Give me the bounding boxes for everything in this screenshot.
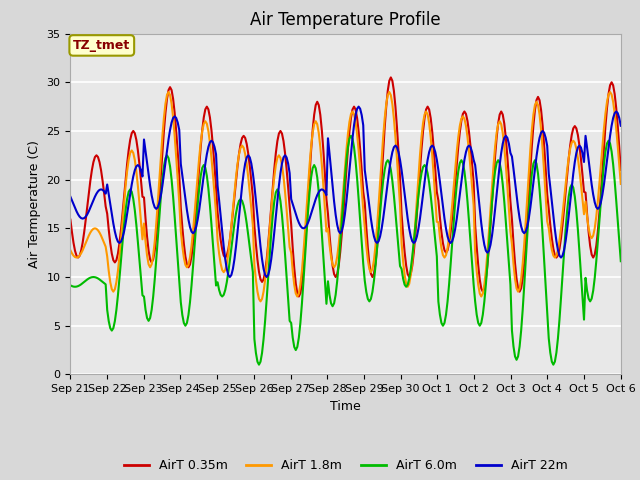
X-axis label: Time: Time — [330, 400, 361, 413]
Legend: AirT 0.35m, AirT 1.8m, AirT 6.0m, AirT 22m: AirT 0.35m, AirT 1.8m, AirT 6.0m, AirT 2… — [119, 454, 572, 477]
Y-axis label: Air Termperature (C): Air Termperature (C) — [28, 140, 41, 268]
Title: Air Temperature Profile: Air Temperature Profile — [250, 11, 441, 29]
Text: TZ_tmet: TZ_tmet — [73, 39, 131, 52]
